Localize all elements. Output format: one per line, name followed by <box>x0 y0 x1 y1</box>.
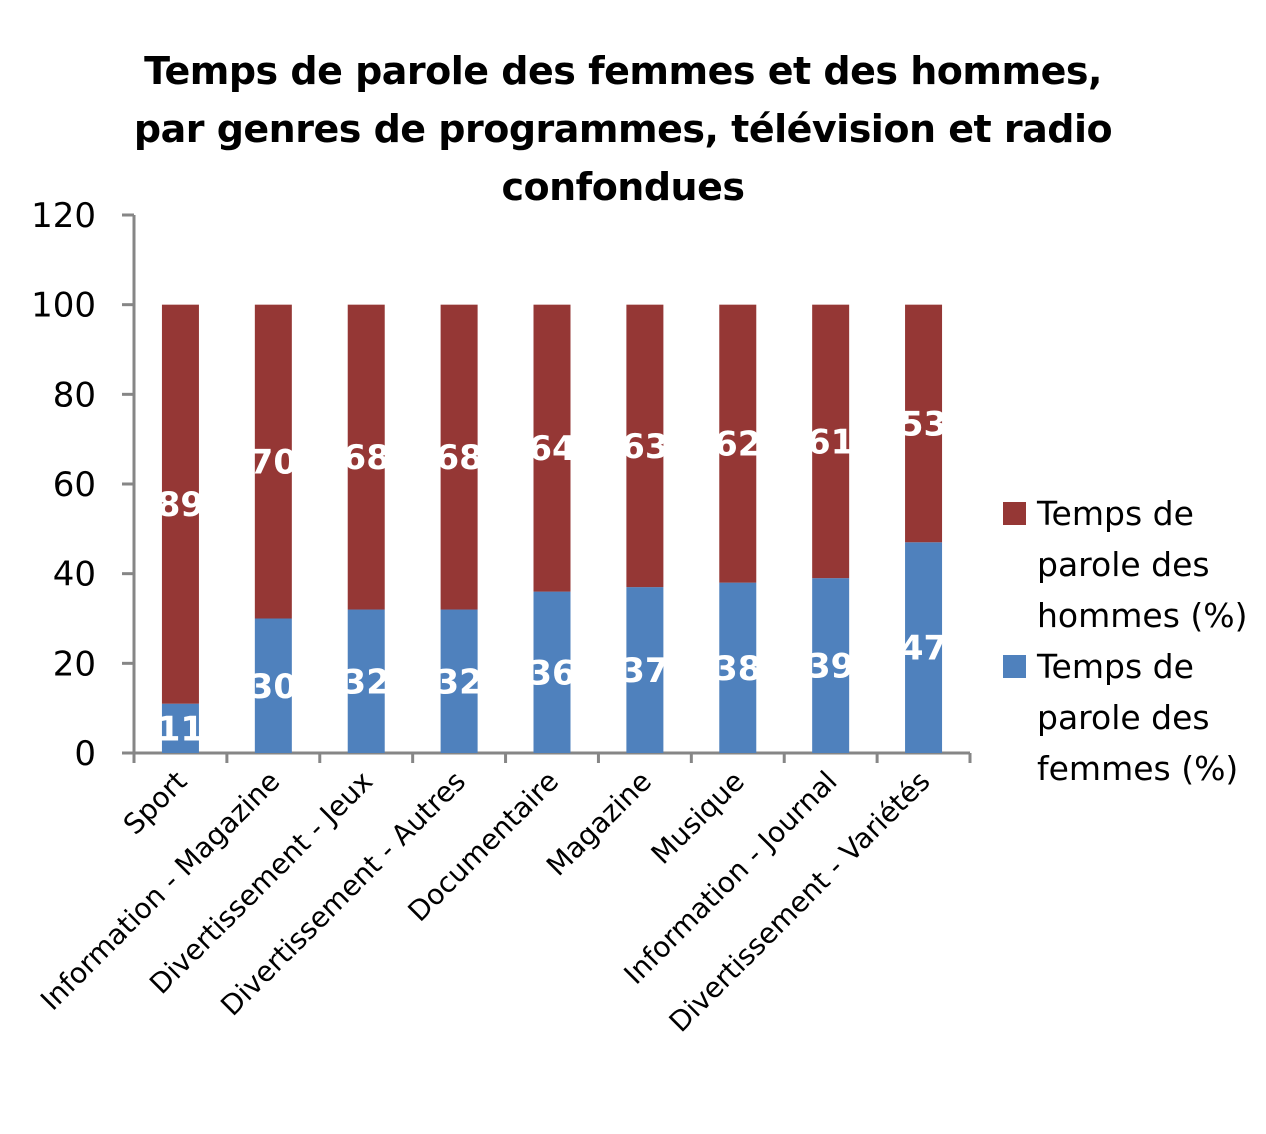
legend-label: parole des <box>1037 698 1210 737</box>
data-label-femmes: 32 <box>435 662 482 702</box>
y-tick-label: 60 <box>53 465 96 505</box>
data-label-hommes: 68 <box>343 438 390 478</box>
legend-label: hommes (%) <box>1037 596 1248 635</box>
y-tick-label: 0 <box>74 734 96 774</box>
bar-segment-femmes <box>905 542 943 753</box>
legend-swatch <box>1003 655 1026 678</box>
legend-label: Temps de <box>1036 494 1194 533</box>
bar-segment-femmes <box>812 578 850 753</box>
x-axis <box>122 751 972 763</box>
data-label-femmes: 32 <box>343 662 390 702</box>
bar-segment-femmes <box>254 618 292 753</box>
bar-segment-hommes <box>533 304 571 592</box>
bar-segment-femmes <box>719 582 757 753</box>
chart-title-line-1: Temps de parole des femmes et des hommes… <box>144 49 1102 93</box>
chart-title-line-3: confondues <box>501 165 745 209</box>
bar-segment-hommes <box>719 304 757 583</box>
y-tick-label: 120 <box>31 196 96 236</box>
bar-segment-femmes <box>440 609 478 753</box>
bar-segment-femmes <box>626 587 664 753</box>
bar-segment-hommes <box>812 304 850 579</box>
chart-title: Temps de parole des femmes et des hommes… <box>100 42 1146 216</box>
bar-segment-hommes <box>161 304 199 704</box>
data-label-hommes: 70 <box>250 443 297 483</box>
data-labels: 11 89 30 70 32 68 32 68 36 64 37 63 38 62 39 61 47 53 <box>157 404 947 749</box>
legend-label: Temps de <box>1036 647 1194 686</box>
y-tick-label: 40 <box>53 555 96 595</box>
data-label-hommes: 89 <box>157 485 204 525</box>
bar-segment-femmes <box>533 591 571 753</box>
data-label-femmes: 11 <box>157 709 204 749</box>
data-label-femmes: 38 <box>714 649 761 689</box>
data-label-femmes: 30 <box>250 667 297 707</box>
chart-title-line-2: par genres de programmes, télévision et … <box>133 107 1113 151</box>
category-label: Sport <box>117 765 194 842</box>
data-label-hommes: 61 <box>807 422 854 462</box>
data-label-hommes: 64 <box>528 429 575 469</box>
legend-label: parole des <box>1037 545 1210 584</box>
data-label-hommes: 53 <box>900 404 947 444</box>
bar-segment-hommes <box>905 304 943 543</box>
legend: Temps de parole des hommes (%) Temps de paro… <box>1003 494 1248 788</box>
legend-label: femmes (%) <box>1037 749 1238 788</box>
data-label-femmes: 47 <box>900 629 947 669</box>
y-tick-label: 20 <box>53 644 96 684</box>
legend-item-femmes: Temps de parole des femmes (%) <box>1003 647 1238 788</box>
legend-item-hommes: Temps de parole des hommes (%) <box>1003 494 1248 635</box>
bar-segment-femmes <box>347 609 385 753</box>
y-tick-label: 80 <box>53 375 96 415</box>
legend-swatch <box>1003 502 1026 525</box>
data-label-hommes: 62 <box>714 425 761 465</box>
y-axis: 0 20 40 60 80 100 120 <box>31 196 136 774</box>
bar-segment-hommes <box>254 304 292 619</box>
bar-segment-hommes <box>347 304 385 610</box>
data-label-hommes: 63 <box>621 427 668 467</box>
bar-segment-hommes <box>440 304 478 610</box>
data-label-femmes: 36 <box>528 653 575 693</box>
y-tick-label: 100 <box>31 286 96 326</box>
bar-segment-hommes <box>626 304 664 588</box>
data-label-femmes: 37 <box>621 651 668 691</box>
bars <box>161 304 943 753</box>
bar-segment-femmes <box>161 703 199 753</box>
data-label-femmes: 39 <box>807 647 854 687</box>
data-label-hommes: 68 <box>435 438 482 478</box>
